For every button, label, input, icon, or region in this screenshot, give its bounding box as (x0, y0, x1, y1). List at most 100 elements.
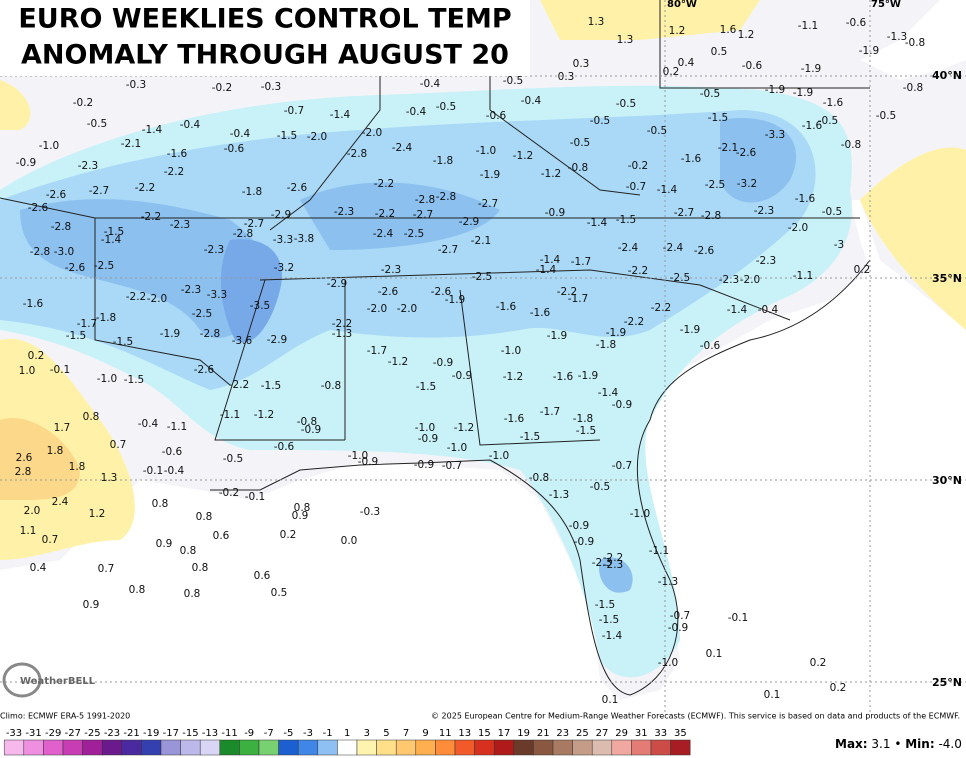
point-label: -1.9 (801, 63, 822, 75)
point-label: -0.7 (284, 105, 305, 117)
point-label: -2.2 (624, 316, 645, 328)
point-label: 1.3 (617, 34, 634, 46)
point-label: -2.2 (628, 265, 649, 277)
point-label: -0.4 (180, 119, 201, 131)
point-label: -2.3 (592, 557, 613, 569)
legend-tick-label: -11 (221, 728, 237, 739)
point-label: 1.6 (720, 24, 737, 36)
point-label: 2.0 (24, 505, 41, 517)
point-label: 1.1 (20, 525, 37, 537)
legend-swatch (435, 739, 456, 756)
point-label: -2.8 (701, 210, 722, 222)
legend-swatch (82, 739, 103, 756)
point-label: -0.5 (87, 118, 108, 130)
legend-tick-label: -31 (25, 728, 41, 739)
anomaly-strongest (220, 239, 282, 343)
point-label: 0.8 (83, 411, 100, 423)
point-label: -0.5 (590, 481, 611, 493)
legend-swatch (121, 739, 142, 756)
point-label: 0.9 (292, 510, 309, 522)
point-label: -1.2 (541, 168, 562, 180)
point-label: -0.6 (274, 441, 295, 453)
max-label: Max: (835, 737, 868, 751)
lon-label: 80°W (667, 0, 697, 10)
point-label: -1.7 (540, 406, 561, 418)
legend-tick-label: 21 (537, 728, 550, 739)
legend-tick-label: 35 (674, 728, 687, 739)
legend-swatch (415, 739, 436, 756)
point-label: -1.4 (330, 109, 351, 121)
point-label: -0.8 (297, 416, 318, 428)
legend-tick-label: -9 (244, 728, 254, 739)
legend-swatch (533, 739, 554, 756)
point-label: 0.9 (156, 538, 173, 550)
point-label: -2.1 (471, 235, 492, 247)
legend-tick-label: -7 (264, 728, 274, 739)
point-label: -2.7 (674, 207, 695, 219)
point-label: -0.8 (841, 139, 862, 151)
point-label: -1.0 (630, 508, 651, 520)
legend-swatch (199, 739, 221, 756)
point-label: -2.6 (46, 189, 67, 201)
point-label: 0.0 (341, 535, 358, 547)
point-label: -1.0 (476, 145, 497, 157)
point-label: -1.0 (39, 140, 60, 152)
point-label: -2.7 (438, 244, 459, 256)
point-label: -1.9 (793, 87, 814, 99)
point-label: 0.5 (711, 46, 728, 58)
point-label: -1.9 (445, 294, 466, 306)
point-label: -0.5 (436, 101, 457, 113)
legend-swatch (572, 739, 593, 756)
point-label: -1.4 (657, 184, 678, 196)
point-label: 1.3 (588, 16, 605, 28)
point-label: -1.5 (599, 614, 620, 626)
anomaly-strong (20, 118, 797, 593)
point-label: -0.7 (670, 610, 691, 622)
point-label: -2.2 (135, 182, 156, 194)
point-label: -2.3 (334, 206, 355, 218)
point-label: -3.6 (232, 335, 253, 347)
point-label: -2.3 (754, 205, 775, 217)
point-label: -0.7 (612, 460, 633, 472)
point-label: -0.3 (261, 81, 282, 93)
legend-tick-label: 19 (517, 728, 530, 739)
legend-swatch (552, 739, 573, 756)
point-label: -0.2 (73, 97, 94, 109)
point-label: -2.3 (603, 559, 624, 571)
point-label: 0.7 (98, 563, 115, 575)
point-label: -3.3 (765, 129, 786, 141)
point-label: -2.9 (271, 209, 292, 221)
legend-tick-label: -33 (6, 728, 22, 739)
legend-swatch (160, 739, 181, 756)
legend-tick-label: 5 (383, 728, 389, 739)
legend-tick-label: -21 (123, 728, 139, 739)
point-label: -0.7 (626, 181, 647, 193)
point-label: -1.0 (447, 442, 468, 454)
point-label: -0.9 (16, 157, 37, 169)
point-label: -0.5 (503, 75, 524, 87)
point-label: -2.2 (557, 286, 578, 298)
legend-tick-label: 27 (596, 728, 609, 739)
point-label: -0.5 (818, 115, 839, 127)
point-label: -0.1 (245, 491, 266, 503)
coastline (210, 259, 871, 696)
point-label: 0.7 (42, 534, 59, 546)
point-label: -1.0 (658, 657, 679, 669)
legend-swatch (631, 739, 652, 756)
legend-tick-label: 3 (364, 728, 370, 739)
point-label: 0.8 (294, 502, 311, 514)
title-line: EURO WEEKLIES CONTROL TEMP (18, 4, 511, 35)
point-label: -1.5 (66, 330, 87, 342)
point-label: -1.2 (388, 356, 409, 368)
copyright: © 2025 European Centre for Medium-Range … (431, 712, 960, 721)
legend-swatch (356, 739, 377, 756)
point-label: -1.6 (802, 120, 823, 132)
point-label: -1.1 (649, 545, 670, 557)
point-label: -2.0 (788, 222, 809, 234)
point-label: -1.1 (220, 409, 241, 421)
legend-tick-label: 33 (654, 728, 667, 739)
point-label: -2.7 (478, 198, 499, 210)
point-label: 1.8 (47, 445, 64, 457)
